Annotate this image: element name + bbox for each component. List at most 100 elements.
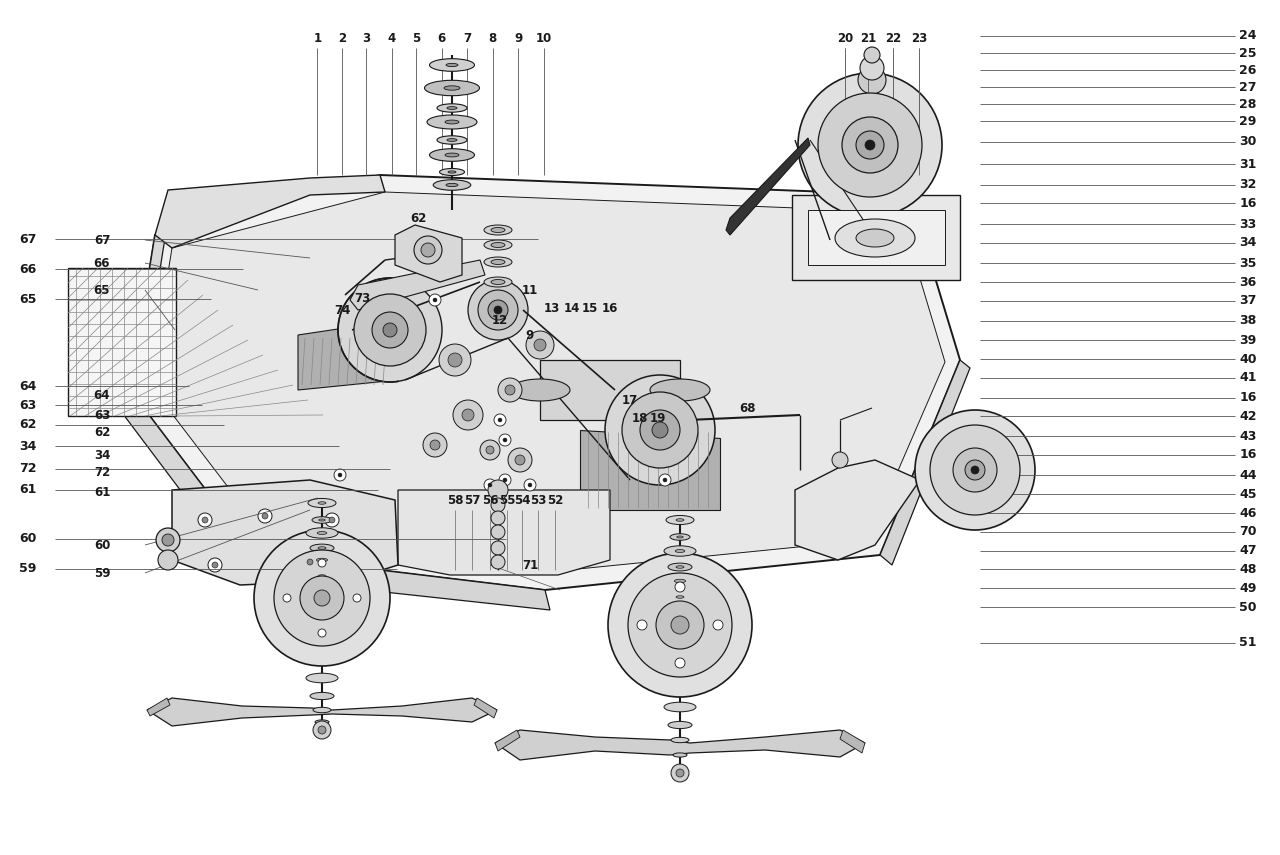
Circle shape — [529, 483, 532, 487]
Ellipse shape — [308, 571, 335, 581]
Polygon shape — [881, 360, 970, 565]
Text: 33: 33 — [1239, 217, 1257, 231]
Ellipse shape — [492, 280, 506, 285]
Circle shape — [506, 385, 515, 395]
Circle shape — [499, 434, 511, 446]
Text: 63: 63 — [19, 398, 37, 412]
Circle shape — [303, 555, 317, 569]
Circle shape — [492, 498, 506, 512]
Text: 60: 60 — [19, 532, 37, 545]
Circle shape — [608, 553, 753, 697]
Circle shape — [198, 513, 212, 527]
Polygon shape — [131, 175, 960, 590]
Polygon shape — [147, 698, 170, 716]
Text: 68: 68 — [740, 402, 756, 415]
Text: 19: 19 — [650, 411, 666, 424]
Ellipse shape — [445, 153, 460, 157]
Text: 50: 50 — [1239, 600, 1257, 614]
Circle shape — [259, 509, 273, 523]
Circle shape — [818, 93, 922, 197]
Circle shape — [488, 300, 508, 320]
Circle shape — [338, 473, 342, 477]
Circle shape — [202, 517, 207, 523]
Circle shape — [253, 530, 390, 666]
Circle shape — [317, 629, 326, 637]
Circle shape — [931, 425, 1020, 515]
Text: 18: 18 — [632, 411, 648, 424]
Text: 7: 7 — [463, 32, 471, 44]
Circle shape — [954, 448, 997, 492]
Text: 71: 71 — [522, 558, 538, 571]
Text: Partsfire: Partsfire — [280, 376, 820, 483]
Circle shape — [524, 479, 536, 491]
Text: 31: 31 — [1239, 157, 1257, 171]
Text: 32: 32 — [1239, 178, 1257, 192]
Text: 36: 36 — [1239, 275, 1257, 289]
Circle shape — [372, 312, 408, 348]
Circle shape — [503, 478, 507, 482]
Circle shape — [484, 479, 497, 491]
Ellipse shape — [439, 168, 465, 175]
Text: 41: 41 — [1239, 371, 1257, 385]
Circle shape — [860, 56, 884, 80]
Circle shape — [671, 616, 689, 634]
Text: 5: 5 — [412, 32, 420, 44]
Ellipse shape — [447, 107, 457, 109]
Polygon shape — [495, 730, 865, 760]
Bar — [68, 268, 177, 416]
Ellipse shape — [492, 227, 506, 233]
Ellipse shape — [676, 550, 685, 552]
Circle shape — [628, 573, 732, 677]
Text: 34: 34 — [19, 439, 37, 453]
Circle shape — [534, 339, 547, 351]
Ellipse shape — [673, 753, 687, 757]
Ellipse shape — [428, 115, 477, 129]
Circle shape — [274, 550, 370, 646]
Text: 16: 16 — [1239, 197, 1257, 210]
Circle shape — [676, 769, 684, 777]
Circle shape — [207, 558, 221, 572]
Text: 3: 3 — [362, 32, 370, 44]
Ellipse shape — [668, 722, 692, 728]
Polygon shape — [398, 490, 611, 575]
Text: 46: 46 — [1239, 506, 1257, 520]
Ellipse shape — [676, 566, 684, 569]
Text: 30: 30 — [1239, 135, 1257, 149]
Ellipse shape — [666, 516, 694, 525]
Polygon shape — [131, 235, 165, 395]
Text: 42: 42 — [1239, 410, 1257, 423]
Text: 44: 44 — [1239, 469, 1257, 482]
Text: 65: 65 — [93, 284, 110, 297]
Circle shape — [492, 511, 506, 525]
Ellipse shape — [484, 257, 512, 267]
Ellipse shape — [484, 277, 512, 287]
Circle shape — [965, 460, 986, 480]
Ellipse shape — [315, 720, 329, 724]
Text: 61: 61 — [19, 483, 37, 497]
Circle shape — [498, 378, 522, 402]
Text: 65: 65 — [19, 292, 37, 306]
Ellipse shape — [317, 575, 326, 577]
Circle shape — [499, 474, 511, 486]
Text: 57: 57 — [463, 493, 480, 506]
Circle shape — [492, 541, 506, 555]
Ellipse shape — [310, 544, 334, 551]
Ellipse shape — [445, 120, 460, 124]
Text: 51: 51 — [1239, 636, 1257, 650]
Text: 43: 43 — [1239, 429, 1257, 443]
Ellipse shape — [317, 502, 326, 504]
Ellipse shape — [430, 59, 475, 71]
Circle shape — [675, 658, 685, 668]
Text: 62: 62 — [410, 211, 426, 225]
Circle shape — [508, 448, 532, 472]
Text: 6: 6 — [438, 32, 445, 44]
Text: 67: 67 — [93, 233, 110, 246]
Circle shape — [433, 298, 436, 302]
Polygon shape — [298, 320, 398, 390]
Text: 61: 61 — [93, 486, 110, 498]
Ellipse shape — [448, 171, 456, 173]
Text: 45: 45 — [1239, 487, 1257, 501]
Text: 59: 59 — [93, 567, 110, 580]
Text: 66: 66 — [19, 262, 37, 276]
Circle shape — [486, 446, 494, 454]
